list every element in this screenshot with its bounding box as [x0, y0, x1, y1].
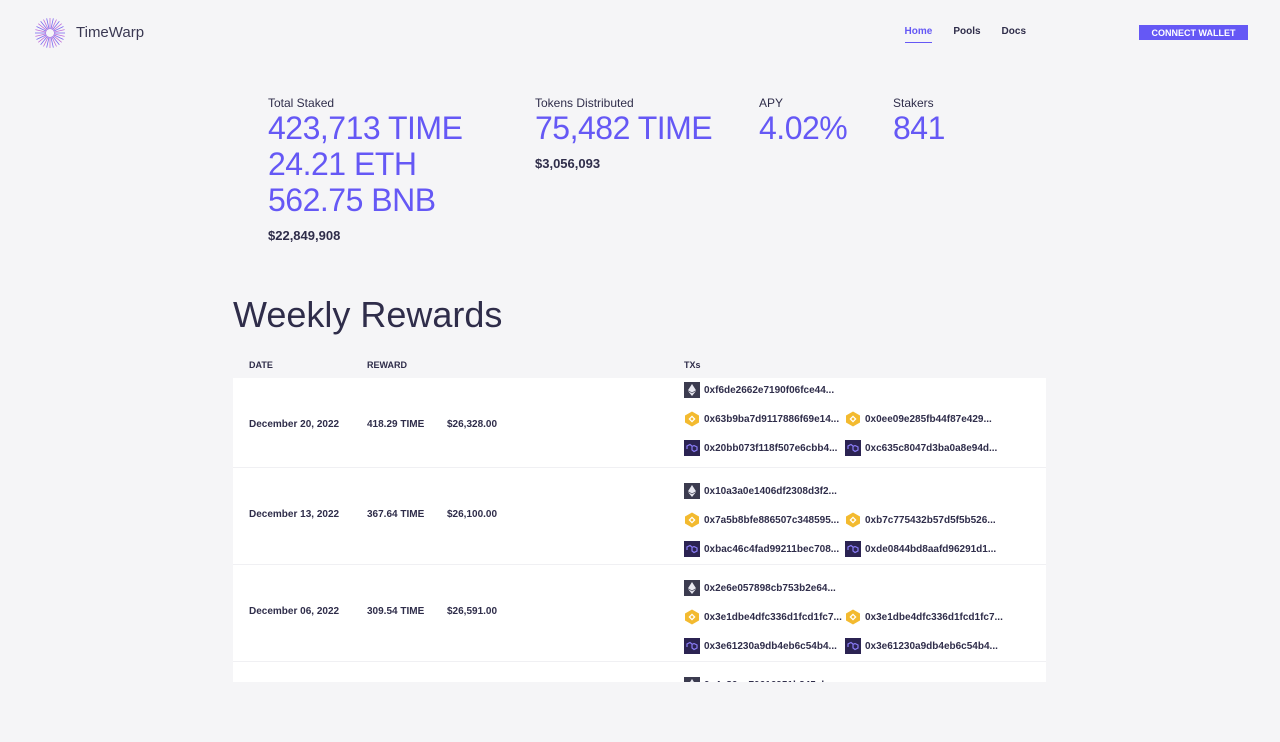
- tx-text: 0xb7c775432b57d5f5b526...: [865, 514, 996, 526]
- tx-hash[interactable]: 0xbac46c4fad99211bec708...: [684, 541, 839, 557]
- stat-value: 4.02%: [759, 110, 848, 146]
- poly-icon: [684, 541, 700, 557]
- stat-label: Tokens Distributed: [535, 96, 634, 110]
- date-cell: December 13, 2022: [249, 509, 340, 520]
- stat: Total Staked 423,713 TIME 24.21 ETH 562.75 …: [268, 96, 463, 243]
- tx-hash[interactable]: 0x3e1dbe4dfc336d1fcd1fc7...: [684, 609, 842, 625]
- bnb-icon: [685, 411, 699, 427]
- tx-text: 0x10a3a0e1406df2308d3f2...: [704, 485, 837, 497]
- date-cell: December 06, 2022: [249, 606, 340, 617]
- tx-hash[interactable]: 0xc635c8047d3ba0a8e94d...: [845, 440, 997, 456]
- stat-label: Stakers: [893, 96, 934, 110]
- stat: APY 4.02%: [759, 96, 848, 146]
- usd-cell: $26,591.00: [447, 606, 498, 617]
- tx-text: 0x3e1dbe4dfc336d1fcd1fc7...: [865, 611, 1003, 623]
- tx-hash[interactable]: 0x2e6e057898cb753b2e64...: [684, 580, 836, 596]
- tx-text: 0x3e61230a9db4eb6c54b4...: [704, 640, 837, 652]
- stat-value: 423,713 TIME: [268, 110, 463, 146]
- eth-icon: [684, 580, 700, 596]
- stat-usd: $22,849,908: [268, 228, 341, 243]
- table-row: December 13, 2022 367.64 TIME $26,100.00 0x…: [233, 468, 1046, 565]
- tx-text: 0xf6de2662e7190f06fce44...: [704, 384, 835, 396]
- tx-text: 0x63b9ba7d9117886f69e14...: [704, 413, 840, 425]
- nav-link[interactable]: Home: [904, 26, 933, 43]
- poly-icon: [845, 440, 861, 456]
- stat-value: 24.21 ETH: [268, 146, 417, 182]
- reward-cell: 367.64 TIME: [367, 509, 425, 520]
- bnb-icon: [685, 512, 699, 528]
- tx-hash[interactable]: 0x3e61230a9db4eb6c54b4...: [684, 638, 837, 654]
- tx-hash[interactable]: 0x20bb073f118f507e6cbb4...: [684, 440, 837, 456]
- tx-hash[interactable]: 0xde0844bd8aafd96291d1...: [845, 541, 996, 557]
- tx-text: 0x3e61230a9db4eb6c54b4...: [865, 640, 998, 652]
- tx-hash[interactable]: 0x3e1dbe4dfc336d1fcd1fc7...: [845, 609, 1003, 625]
- tx-hash[interactable]: 0xf6de2662e7190f06fce44...: [684, 382, 834, 398]
- tx-text: 0x3e1dbe4dfc336d1fcd1fc7...: [704, 611, 842, 623]
- tx-hash[interactable]: 0xb7c775432b57d5f5b526...: [845, 512, 996, 528]
- rewards-table: December 20, 2022 418.29 TIME $26,328.00 0x…: [233, 378, 1046, 682]
- reward-cell: 418.29 TIME: [367, 419, 425, 430]
- usd-cell: $26,328.00: [447, 419, 498, 430]
- connect-wallet-button[interactable]: CONNECT WALLET: [1139, 25, 1248, 40]
- tx-text: 0xc635c8047d3ba0a8e94d...: [865, 442, 998, 454]
- poly-icon: [845, 638, 861, 654]
- reward-cell: 309.54 TIME: [367, 606, 425, 617]
- tx-hash[interactable]: 0x10a3a0e1406df2308d3f2...: [684, 483, 837, 499]
- bnb-icon: [846, 512, 860, 528]
- tx-hash[interactable]: 0x3e61230a9db4eb6c54b4...: [845, 638, 998, 654]
- brand: TimeWarp: [76, 24, 145, 41]
- stat: Stakers 841: [893, 96, 945, 146]
- tx-hash[interactable]: 0x7a5b8bfe886507c348595...: [684, 512, 839, 528]
- stat-label: Total Staked: [268, 96, 335, 110]
- section-title: Weekly Rewards: [233, 294, 503, 335]
- poly-icon: [684, 638, 700, 654]
- eth-icon: [684, 677, 700, 682]
- tx-text: 0x0ee09e285fb44f87e429...: [865, 413, 992, 425]
- eth-icon: [684, 483, 700, 499]
- tx-text: 0xde0844bd8aafd96291d1...: [865, 543, 997, 555]
- table-row: December 20, 2022 418.29 TIME $26,328.00 0x…: [233, 378, 1046, 468]
- poly-icon: [684, 440, 700, 456]
- tx-text: 0x2e6e057898cb753b2e64...: [704, 582, 836, 594]
- stat: Tokens Distributed 75,482 TIME $3,056,093: [535, 96, 713, 171]
- tx-text: 0x7a5b8bfe886507c348595...: [704, 514, 840, 526]
- nav: Home Pools Docs: [904, 26, 1026, 43]
- tx-hash[interactable]: 0x0ee09e285fb44f87e429...: [845, 411, 992, 427]
- bnb-icon: [685, 609, 699, 625]
- column-header: TXs: [684, 360, 701, 370]
- tx-text: 0xbac46c4fad99211bec708...: [704, 543, 840, 555]
- stat-label: APY: [759, 96, 784, 110]
- bnb-icon: [846, 609, 860, 625]
- tx-hash[interactable]: 0x63b9ba7d9117886f69e14...: [684, 411, 839, 427]
- column-header: REWARD: [367, 360, 407, 370]
- tx-text: 0x20bb073f118f507e6cbb4...: [704, 442, 838, 454]
- poly-icon: [845, 541, 861, 557]
- stat-value: 841: [893, 110, 945, 146]
- stat-value: 562.75 BNB: [268, 182, 436, 218]
- column-header: DATE: [249, 360, 273, 370]
- table-row: December 06, 2022 309.54 TIME $26,591.00 0x…: [233, 565, 1046, 662]
- nav-link[interactable]: Docs: [1001, 26, 1026, 37]
- tx-text: 0x4a86ea70616951b245cb...: [704, 680, 836, 683]
- nav-link[interactable]: Pools: [953, 26, 981, 37]
- eth-icon: [684, 382, 700, 398]
- usd-cell: $26,100.00: [447, 509, 498, 520]
- table-row: 0x4a86ea70616951b245cb...: [233, 662, 1046, 682]
- stat-usd: $3,056,093: [535, 156, 601, 171]
- date-cell: December 20, 2022: [249, 419, 340, 430]
- logo: [35, 18, 65, 48]
- tx-hash[interactable]: 0x4a86ea70616951b245cb...: [684, 677, 836, 682]
- bnb-icon: [846, 411, 860, 427]
- stat-value: 75,482 TIME: [535, 110, 713, 146]
